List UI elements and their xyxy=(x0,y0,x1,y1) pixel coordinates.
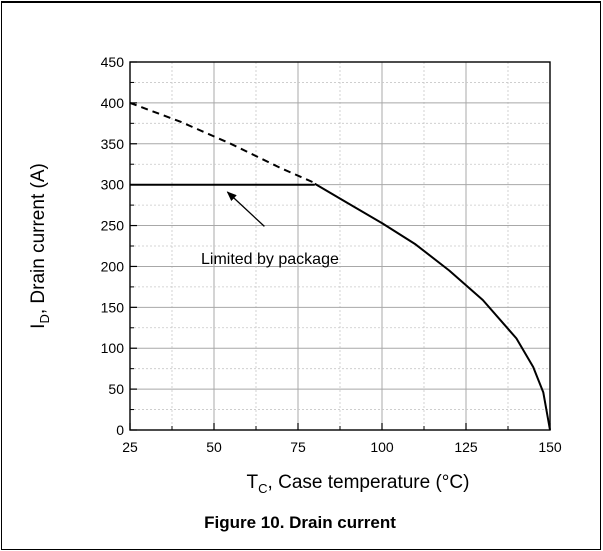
grid xyxy=(130,62,550,430)
x-tick-label: 50 xyxy=(206,439,222,455)
y-tick-label: 350 xyxy=(101,136,125,152)
x-tick-label: 75 xyxy=(290,439,306,455)
series-line-1 xyxy=(129,101,316,184)
y-tick-label: 200 xyxy=(101,258,125,274)
annotation-arrow xyxy=(226,191,265,227)
y-tick-label: 400 xyxy=(101,95,125,111)
y-tick-label: 50 xyxy=(108,381,124,397)
y-tick-label: 300 xyxy=(101,177,125,193)
x-tick-label: 25 xyxy=(122,439,138,455)
y-tick-label: 250 xyxy=(101,218,125,234)
y-tick-label: 100 xyxy=(101,340,125,356)
series-line-3 xyxy=(314,182,551,431)
axis-ticks: 25 50 75 100 125 150 0 50 100 150 200 250 300 350 400 4… xyxy=(101,54,562,455)
x-tick-label: 150 xyxy=(538,439,562,455)
x-axis-label: TC, Case temperature (°C) xyxy=(247,472,470,496)
annotation-group: Limited by package xyxy=(201,191,339,268)
y-axis-label: ID, Drain current (A) xyxy=(28,163,52,329)
y-tick-label: 0 xyxy=(116,422,124,438)
figure-caption: Figure 10. Drain current xyxy=(204,513,396,532)
x-tick-label: 125 xyxy=(454,439,478,455)
series-group xyxy=(129,101,551,431)
annotation-label: Limited by package xyxy=(201,251,339,268)
x-tick-label: 100 xyxy=(370,439,394,455)
y-tick-label: 450 xyxy=(101,54,125,70)
y-tick-label: 150 xyxy=(101,299,125,315)
